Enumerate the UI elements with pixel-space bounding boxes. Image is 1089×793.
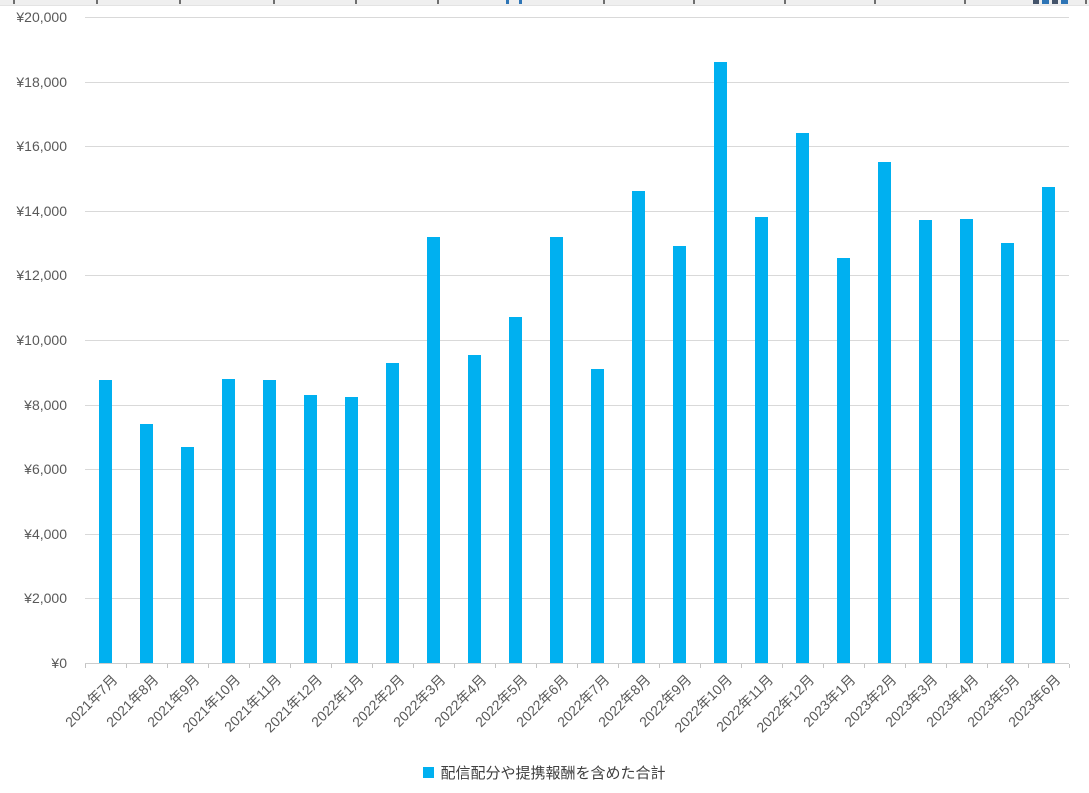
x-axis-tick [85,664,86,668]
bar[interactable] [714,62,727,663]
x-axis-tick [946,664,947,668]
bar[interactable] [509,317,522,663]
bar[interactable] [837,258,850,663]
gridline [85,17,1069,18]
strip-tick [437,0,439,4]
x-axis-tick [290,664,291,668]
x-axis-tick [1069,664,1070,668]
x-axis-tick [536,664,537,668]
bar[interactable] [181,447,194,663]
bar[interactable] [796,133,809,663]
gridline [85,275,1069,276]
bar[interactable] [1042,187,1055,663]
strip-tick [693,0,695,4]
strip-tick [1085,0,1087,4]
bar[interactable] [304,395,317,663]
chart-legend[interactable]: 配信配分や提携報酬を含めた合計 [0,762,1089,783]
x-axis-tick [659,664,660,668]
gridline [85,340,1069,341]
strip-mark [519,0,522,4]
bar[interactable] [919,220,932,663]
x-axis-tick [208,664,209,668]
strip-tick [355,0,357,4]
x-axis-tick [495,664,496,668]
gridline [85,405,1069,406]
strip-mark [1033,0,1039,4]
bar[interactable] [1001,243,1014,663]
y-axis-tick-label: ¥10,000 [16,332,67,348]
legend-label: 配信配分や提携報酬を含めた合計 [440,765,666,782]
x-axis-tick [577,664,578,668]
y-axis-tick-label: ¥12,000 [16,267,67,283]
x-axis-tick [741,664,742,668]
bar[interactable] [99,380,112,663]
y-axis-tick-label: ¥20,000 [16,9,67,25]
strip-mark [1061,0,1068,4]
x-axis-tick [700,664,701,668]
x-axis-tick [864,664,865,668]
y-axis-tick-label: ¥4,000 [24,526,67,542]
bar[interactable] [632,191,645,663]
strip-tick [96,0,98,4]
gridline [85,598,1069,599]
y-axis-tick-label: ¥18,000 [16,74,67,90]
bar[interactable] [468,355,481,663]
y-axis-tick-label: ¥8,000 [24,397,67,413]
x-axis-tick [372,664,373,668]
strip-mark [1052,0,1058,4]
y-axis-tick-label: ¥16,000 [16,138,67,154]
strip-tick [179,0,181,4]
x-axis-tick [249,664,250,668]
strip-tick [13,0,15,4]
x-axis-tick [1028,664,1029,668]
bar[interactable] [755,217,768,663]
strip-tick [603,0,605,4]
strip-tick [784,0,786,4]
bar[interactable] [427,237,440,663]
bar[interactable] [550,237,563,663]
bar[interactable] [222,379,235,663]
y-axis-tick-label: ¥0 [51,655,67,671]
bar[interactable] [673,246,686,663]
x-axis-line [85,663,1069,664]
gridline [85,146,1069,147]
y-axis-tick-label: ¥14,000 [16,203,67,219]
y-axis-tick-label: ¥6,000 [24,461,67,477]
x-axis-tick [782,664,783,668]
x-axis-tick [987,664,988,668]
cropped-spreadsheet-edge [0,0,1089,6]
gridline [85,211,1069,212]
bar[interactable] [878,162,891,663]
bar[interactable] [263,380,276,663]
gridline [85,469,1069,470]
bar[interactable] [960,219,973,663]
bar[interactable] [591,369,604,663]
x-axis-tick [167,664,168,668]
strip-tick [874,0,876,4]
strip-tick [273,0,275,4]
x-axis-tick [126,664,127,668]
strip-mark [506,0,509,4]
bar[interactable] [140,424,153,663]
bar[interactable] [345,397,358,663]
x-axis-tick [905,664,906,668]
x-axis-tick [454,664,455,668]
gridline [85,82,1069,83]
x-axis-tick [331,664,332,668]
bar[interactable] [386,363,399,663]
x-axis-tick [413,664,414,668]
gridline [85,534,1069,535]
y-axis-tick-label: ¥2,000 [24,590,67,606]
strip-tick [964,0,966,4]
x-axis-tick [823,664,824,668]
x-axis-tick [618,664,619,668]
strip-mark [1042,0,1049,4]
legend-color-swatch [423,767,435,778]
